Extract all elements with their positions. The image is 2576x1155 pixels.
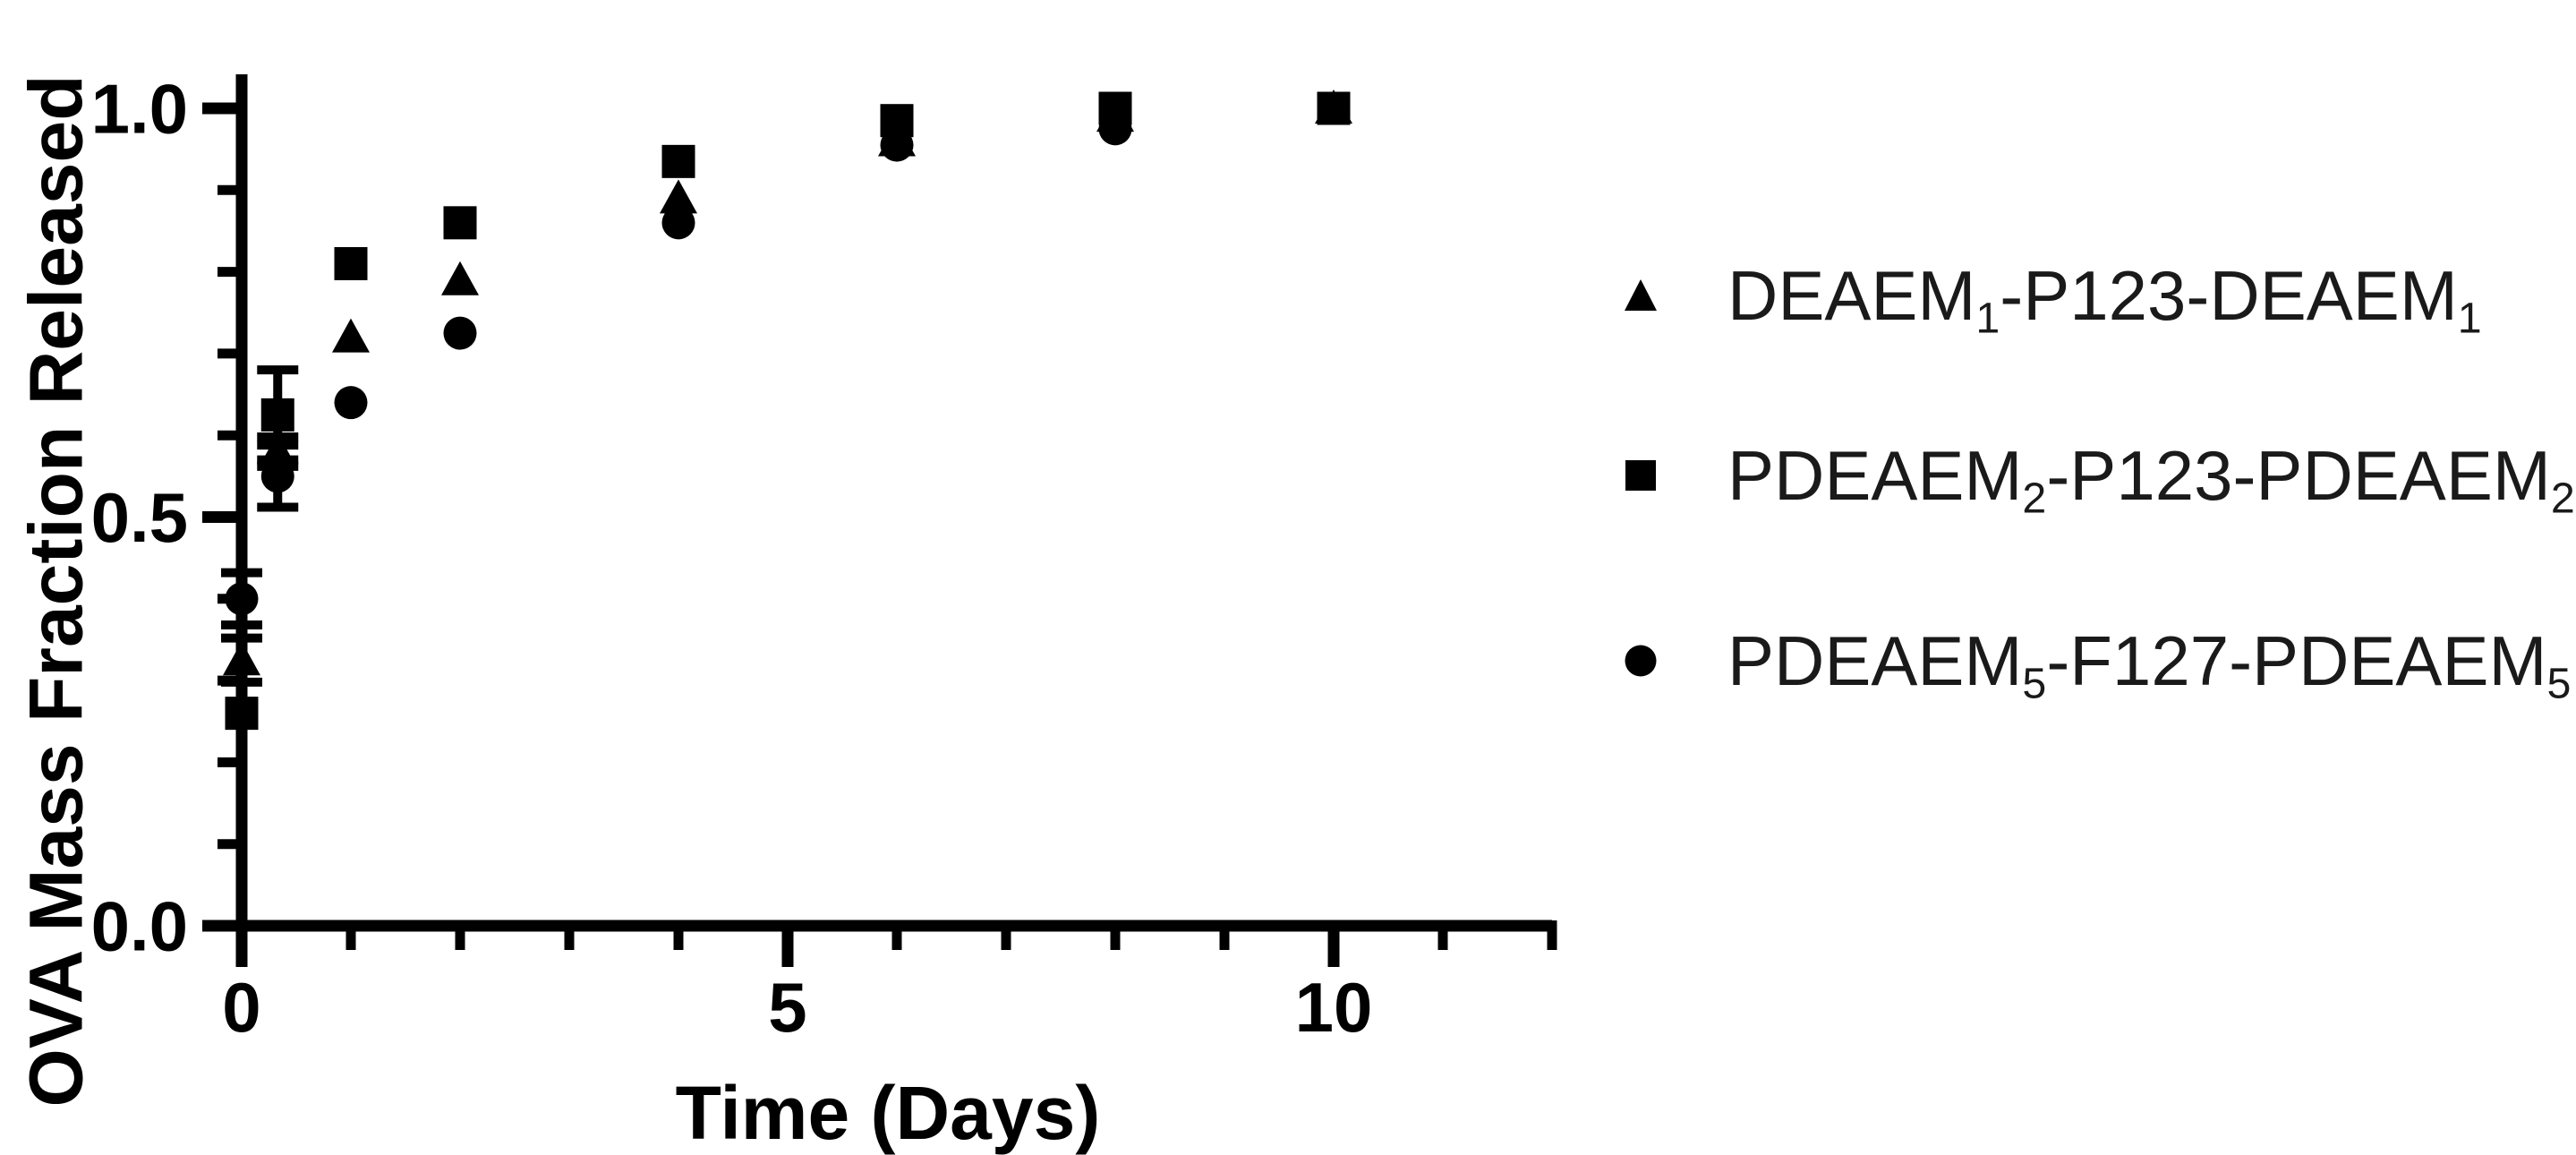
data-point-square [443, 206, 477, 240]
data-point-circle [225, 582, 259, 616]
data-point-triangle [332, 318, 370, 353]
data-point-square [225, 697, 259, 731]
data-point-circle [334, 386, 368, 420]
x-axis-title: Time (Days) [676, 1071, 1101, 1155]
x-tick-label: 0 [222, 968, 260, 1047]
data-point-circle [661, 206, 695, 240]
data-point-square [1098, 91, 1132, 125]
data-point-circle [443, 316, 477, 350]
y-axis-title: OVA Mass Fraction Released [13, 74, 98, 1107]
data-point-triangle [223, 641, 260, 676]
y-tick-label: 0.0 [91, 886, 188, 965]
x-tick-label: 5 [768, 968, 806, 1047]
y-tick-label: 1.0 [91, 69, 188, 148]
data-point-square [334, 246, 368, 280]
data-point-triangle [259, 432, 297, 467]
x-tick-label: 10 [1295, 968, 1373, 1047]
data-point-circle [260, 459, 294, 493]
data-point-square [661, 144, 695, 178]
data-point-triangle [441, 261, 479, 295]
y-tick-label: 0.5 [91, 478, 188, 557]
data-point-square [1317, 91, 1351, 125]
data-point-triangle [660, 179, 697, 214]
data-point-square [880, 104, 914, 138]
data-point-square [260, 398, 294, 432]
